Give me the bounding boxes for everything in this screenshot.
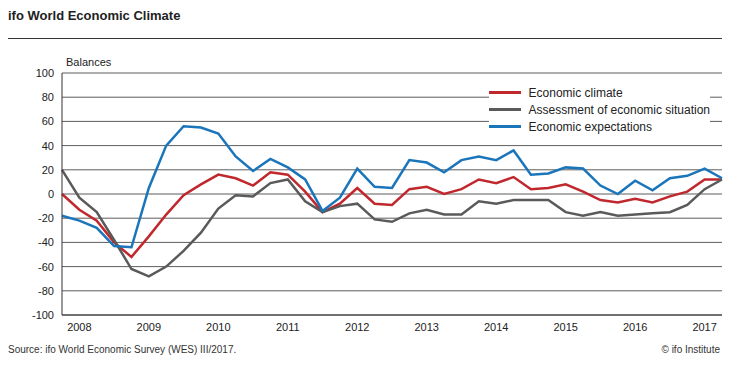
svg-text:-100: -100 bbox=[32, 309, 54, 321]
svg-text:80: 80 bbox=[42, 91, 54, 103]
svg-text:2013: 2013 bbox=[414, 321, 438, 333]
svg-text:2017: 2017 bbox=[692, 321, 716, 333]
svg-text:-40: -40 bbox=[38, 236, 54, 248]
svg-text:20: 20 bbox=[42, 164, 54, 176]
html-text:Balances: Balances bbox=[66, 56, 112, 68]
svg-text:2008: 2008 bbox=[67, 321, 91, 333]
svg-text:100: 100 bbox=[36, 67, 54, 79]
html-text:© ifo Institute: © ifo Institute bbox=[661, 344, 720, 355]
svg-text:60: 60 bbox=[42, 115, 54, 127]
html-text:Economic climate: Economic climate bbox=[528, 85, 623, 100]
svg-text:2015: 2015 bbox=[553, 321, 577, 333]
svg-text:-20: -20 bbox=[38, 212, 54, 224]
svg-text:2011: 2011 bbox=[276, 321, 300, 333]
svg-text:2014: 2014 bbox=[484, 321, 508, 333]
html-text:ifo World Economic Climate: ifo World Economic Climate bbox=[8, 8, 181, 23]
html-text:Economic expectations: Economic expectations bbox=[528, 119, 652, 134]
svg-text:-60: -60 bbox=[38, 261, 54, 273]
svg-text:2009: 2009 bbox=[137, 321, 161, 333]
html-text:Assessment of economic situati: Assessment of economic situation bbox=[528, 102, 710, 117]
svg-text:2016: 2016 bbox=[623, 321, 647, 333]
svg-text:40: 40 bbox=[42, 140, 54, 152]
svg-text:-80: -80 bbox=[38, 285, 54, 297]
html-text:Source: ifo World Economic Sur: Source: ifo World Economic Survey (WES) … bbox=[8, 344, 237, 355]
svg-text:2012: 2012 bbox=[345, 321, 369, 333]
svg-text:0: 0 bbox=[48, 188, 54, 200]
svg-text:2010: 2010 bbox=[206, 321, 230, 333]
